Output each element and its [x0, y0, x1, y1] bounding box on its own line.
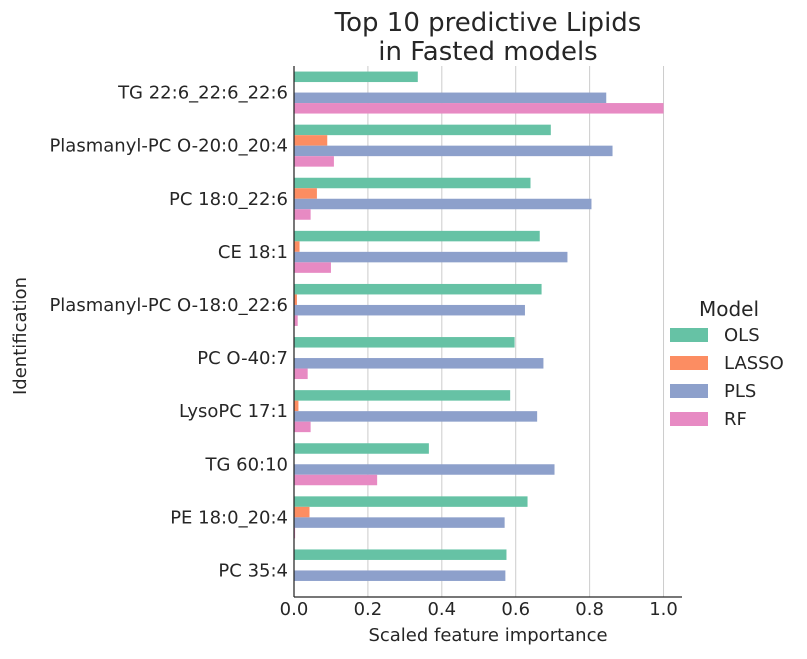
x-tick-label: 0.2 — [354, 599, 383, 620]
bar-ols — [294, 283, 542, 295]
y-tick-labels: TG 22:6_22:6_22:6 Plasmanyl-PC O-20:0_20:… — [49, 83, 288, 582]
bar-ols — [294, 337, 515, 348]
bar-rf — [294, 368, 308, 380]
bar-lasso — [294, 294, 297, 305]
bar-ols — [294, 496, 528, 507]
y-tick-label: PE 18:0_20:4 — [170, 507, 288, 528]
bar-ols — [294, 390, 511, 401]
bar-rf — [294, 315, 298, 326]
x-axis-label: Scaled feature importance — [368, 625, 607, 646]
bar-pls — [294, 464, 555, 475]
legend-items: OLS LASSO PLS RF — [670, 325, 784, 430]
bars — [294, 71, 664, 581]
legend: Model OLS LASSO PLS RF — [670, 297, 784, 430]
y-tick-label: CE 18:1 — [218, 242, 288, 263]
bar-rf — [294, 156, 334, 167]
bar-pls — [294, 145, 613, 157]
bar-rf — [294, 103, 664, 114]
y-tick-label: LysoPC 17:1 — [179, 401, 288, 422]
chart-title-line-1: Top 10 predictive Lipids — [334, 8, 642, 38]
bar-pls — [294, 198, 592, 210]
bar-pls — [294, 92, 607, 104]
legend-label-ols: OLS — [724, 325, 760, 346]
x-tick-label: 0.8 — [575, 599, 604, 620]
y-tick-label: TG 22:6_22:6_22:6 — [117, 83, 288, 104]
bar-pls — [294, 411, 538, 422]
bar-lasso — [294, 241, 300, 252]
bar-pls — [294, 304, 525, 316]
bar-ols — [294, 71, 418, 83]
bar-rf — [294, 209, 311, 220]
x-tick-labels: 0.0 0.2 0.4 0.6 0.8 1.0 — [280, 599, 678, 620]
legend-label-pls: PLS — [724, 381, 756, 402]
bar-lasso — [294, 400, 299, 412]
bar-ols — [294, 124, 551, 136]
chart-title-line-2: in Fasted models — [378, 37, 597, 67]
y-tick-label: Plasmanyl-PC O-20:0_20:4 — [49, 136, 288, 157]
legend-swatch-lasso — [670, 356, 708, 370]
bar-ols — [294, 177, 531, 189]
bar-ols — [294, 549, 507, 560]
bar-rf — [294, 421, 311, 433]
y-tick-label: PC 35:4 — [218, 560, 288, 581]
bar-pls — [294, 251, 568, 263]
bar-lasso — [294, 188, 317, 199]
legend-label-rf: RF — [724, 409, 747, 430]
axes — [293, 66, 682, 598]
x-tick-label: 0.4 — [427, 599, 456, 620]
legend-title: Model — [699, 297, 759, 321]
y-tick-label: PC 18:0_22:6 — [169, 189, 288, 210]
legend-swatch-ols — [670, 328, 708, 342]
x-tick-label: 0.6 — [501, 599, 530, 620]
bar-ols — [294, 230, 540, 242]
x-tick-label: 0.0 — [280, 599, 309, 620]
legend-swatch-pls — [670, 384, 708, 398]
bar-pls — [294, 517, 505, 528]
y-tick-label: Plasmanyl-PC O-18:0_22:6 — [49, 295, 288, 316]
bar-rf — [294, 262, 331, 273]
x-tick-label: 1.0 — [649, 599, 678, 620]
y-axis-label: Identification — [10, 277, 31, 395]
legend-swatch-rf — [670, 412, 708, 426]
y-tick-label: PC O-40:7 — [197, 348, 288, 369]
bar-ols — [294, 443, 429, 454]
legend-label-lasso: LASSO — [724, 353, 784, 374]
y-tick-label: TG 60:10 — [204, 454, 288, 475]
bar-lasso — [294, 506, 310, 518]
bar-pls — [294, 570, 506, 581]
bar-pls — [294, 358, 544, 369]
bar-rf — [294, 474, 378, 486]
bar-lasso — [294, 135, 328, 146]
